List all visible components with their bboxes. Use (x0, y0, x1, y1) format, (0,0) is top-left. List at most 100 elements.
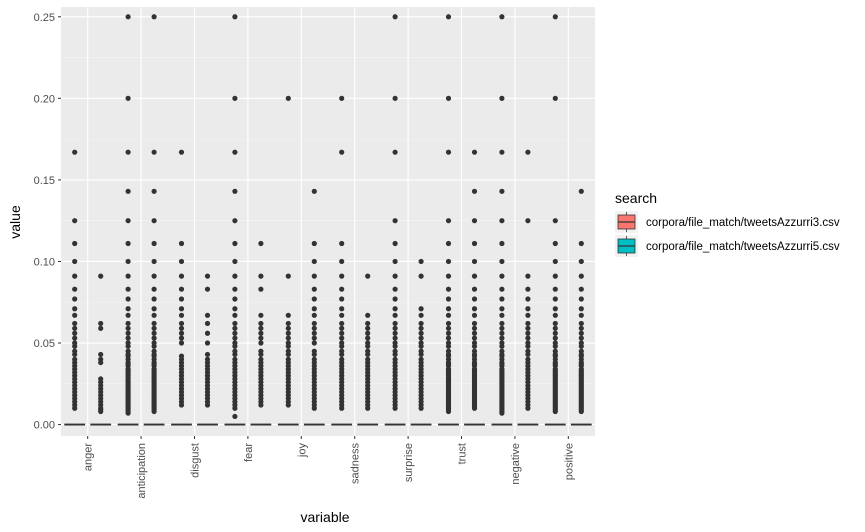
outlier-point (232, 149, 238, 155)
outlier-point (151, 343, 157, 349)
outlier-point (258, 340, 264, 346)
outlier-point (552, 306, 558, 312)
outlier-point (311, 188, 317, 194)
outlier-point (392, 14, 398, 20)
outlier-point (499, 218, 505, 224)
outlier-point (232, 286, 238, 292)
outlier-point (525, 273, 531, 279)
x-tick-label-surprise: surprise (403, 443, 415, 482)
outlier-point (72, 335, 78, 341)
outlier-point (471, 240, 478, 247)
outlier-point (339, 325, 345, 331)
outlier-point (339, 320, 345, 327)
outlier-point (151, 286, 157, 292)
outlier-point (552, 320, 558, 327)
outlier-point (72, 325, 78, 331)
outlier-point (365, 325, 371, 331)
outlier-point (471, 343, 478, 349)
box-series (64, 423, 592, 426)
outlier-point (151, 320, 157, 327)
outlier-point (578, 240, 584, 247)
outlier-point (232, 258, 238, 265)
outlier-point (578, 325, 584, 331)
outlier-point (311, 320, 317, 327)
outlier-point (471, 286, 478, 292)
outlier-point (525, 312, 531, 318)
outlier-point (525, 149, 531, 155)
outlier-point (418, 312, 424, 318)
outlier-point (232, 273, 238, 279)
outlier-point (311, 258, 317, 265)
outlier-point (445, 218, 452, 224)
outlier-point (204, 351, 211, 358)
outlier-point (445, 325, 452, 331)
outlier-point (178, 149, 185, 155)
outlier-point (552, 14, 558, 20)
outlier-point (72, 330, 78, 336)
outlier-point (471, 296, 478, 302)
outlier-point (578, 296, 584, 302)
outlier-point (125, 320, 131, 327)
outlier-point (285, 402, 291, 408)
outlier-point (125, 218, 131, 224)
x-axis-title: variable (300, 509, 349, 525)
outlier-point (258, 351, 264, 358)
outlier-point (125, 286, 131, 292)
outlier-point (98, 273, 104, 279)
x-tick-label-negative: negative (510, 443, 522, 485)
outlier-point (445, 240, 452, 247)
outlier-point (285, 273, 291, 279)
outlier-point (178, 330, 185, 336)
outlier-point (392, 320, 398, 327)
outlier-point (311, 325, 317, 331)
outlier-point (499, 240, 505, 247)
outlier-point (178, 320, 185, 327)
outlier-point (578, 258, 584, 265)
outlier-point (232, 188, 238, 194)
outlier-point (285, 95, 291, 101)
outlier-point (499, 343, 505, 349)
x-tick-label-joy: joy (296, 443, 308, 459)
outlier-point (552, 343, 558, 349)
outlier-point (499, 325, 505, 331)
outlier-point (499, 335, 505, 341)
outlier-point (445, 343, 452, 349)
outlier-point (232, 351, 238, 358)
outlier-point (578, 188, 584, 194)
outlier-point (445, 330, 452, 336)
outlier-point (578, 330, 584, 336)
outlier-point (232, 14, 238, 20)
outlier-point (365, 351, 371, 358)
outlier-point (552, 95, 558, 101)
outlier-point (232, 343, 238, 349)
outlier-point (204, 312, 211, 318)
outlier-point (525, 351, 531, 358)
outlier-point (552, 218, 558, 224)
outlier-point (311, 240, 317, 247)
y-tick-label: 0.15 (34, 175, 55, 187)
outlier-point (339, 330, 345, 336)
outlier-point (151, 335, 157, 341)
outlier-point (339, 405, 345, 411)
outlier-point (445, 320, 452, 327)
outlier-point (552, 296, 558, 302)
y-tick-label: 0.20 (34, 93, 55, 105)
outlier-point (471, 273, 478, 279)
outlier-point (232, 413, 238, 420)
x-tick-label-positive: positive (563, 443, 575, 480)
outlier-point (552, 273, 558, 279)
outlier-point (285, 312, 291, 318)
outlier-point (285, 335, 291, 341)
outlier-point (178, 273, 185, 279)
outlier-point (499, 188, 505, 194)
outlier-point (339, 306, 345, 312)
outlier-point (525, 320, 531, 327)
outlier-point (525, 218, 531, 224)
outlier-point (125, 14, 131, 20)
outlier-point (178, 306, 185, 312)
outlier-point (499, 410, 505, 416)
outlier-point (392, 149, 398, 155)
outlier-point (72, 258, 78, 265)
y-tick-label: 0.25 (34, 12, 55, 24)
outlier-point (204, 273, 211, 279)
